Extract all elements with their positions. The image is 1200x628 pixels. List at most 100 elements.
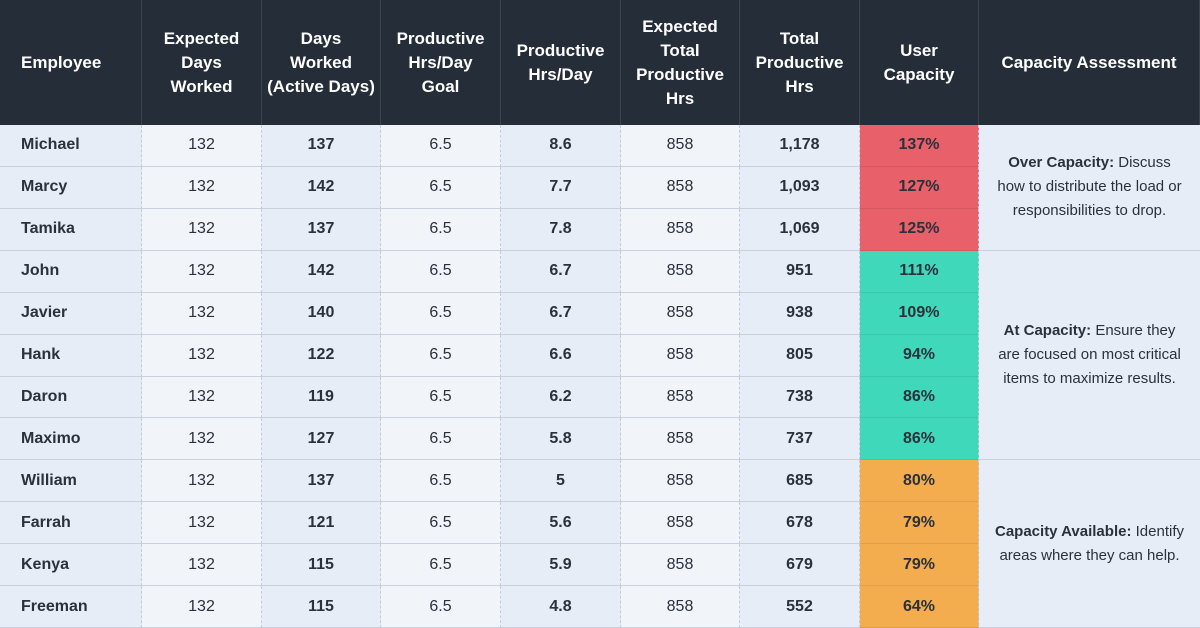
table-cell: 132 [142,502,262,545]
table-cell: 6.5 [381,586,501,628]
table-cell: 5.6 [501,502,621,545]
table-cell: 6.7 [501,292,621,335]
table-cell: 132 [142,125,262,167]
capacity-cell: 86% [860,418,979,461]
table-cell: 132 [142,208,262,251]
table-cell: 121 [262,502,381,545]
employee-name: Farrah [0,502,142,545]
column-header: Capacity Assessment [979,0,1200,125]
table-cell: 738 [740,376,860,419]
table-cell: 6.5 [381,166,501,209]
table-cell: 132 [142,544,262,587]
table-cell: 6.5 [381,208,501,251]
capacity-cell: 111% [860,250,979,293]
employee-name: Javier [0,292,142,335]
employee-name: Daron [0,376,142,419]
assessment-label: At Capacity: [1003,322,1092,340]
table-cell: 805 [740,334,860,377]
employee-name: Freeman [0,586,142,628]
table-cell: 5.8 [501,418,621,461]
table-cell: 132 [142,166,262,209]
table-cell: 858 [621,334,740,377]
table-cell: 552 [740,586,860,628]
table-cell: 132 [142,460,262,503]
employee-name: Kenya [0,544,142,587]
table-cell: 858 [621,376,740,419]
table-cell: 1,178 [740,125,860,167]
table-cell: 858 [621,166,740,209]
table-cell: 132 [142,334,262,377]
table-cell: 1,093 [740,166,860,209]
table-cell: 678 [740,502,860,545]
table-cell: 858 [621,125,740,167]
table-cell: 858 [621,586,740,628]
assessment: Capacity Available: Identify areas where… [979,460,1200,628]
table-cell: 951 [740,250,860,293]
assessment: Over Capacity: Discuss how to distribute… [979,125,1200,251]
table-cell: 132 [142,586,262,628]
table-cell: 6.5 [381,544,501,587]
table-cell: 8.6 [501,125,621,167]
assessment-description: Ensure they are focused on most critical… [998,322,1181,388]
employee-name: John [0,250,142,293]
table-cell: 5.9 [501,544,621,587]
table-cell: 6.5 [381,376,501,419]
capacity-cell: 127% [860,166,979,209]
capacity-cell: 94% [860,334,979,377]
employee-name: Tamika [0,208,142,251]
table-cell: 858 [621,250,740,293]
employee-name: Hank [0,334,142,377]
table-cell: 858 [621,418,740,461]
table-cell: 6.5 [381,460,501,503]
table-cell: 858 [621,208,740,251]
assessment-description: Discuss how to distribute the load or re… [997,154,1182,220]
table-cell: 858 [621,544,740,587]
table-cell: 137 [262,125,381,167]
table-cell: 115 [262,586,381,628]
capacity-cell: 80% [860,460,979,503]
table-cell: 685 [740,460,860,503]
column-header: Expected Days Worked [142,0,262,125]
table-cell: 132 [142,376,262,419]
employee-name: Maximo [0,418,142,461]
assessment-label: Over Capacity: [1008,154,1115,172]
column-header: Days Worked (Active Days) [262,0,381,125]
table-cell: 7.8 [501,208,621,251]
column-header: Productive Hrs/Day [501,0,621,125]
table-cell: 132 [142,250,262,293]
table-cell: 6.5 [381,250,501,293]
table-cell: 132 [142,292,262,335]
capacity-cell: 79% [860,502,979,545]
table-cell: 122 [262,334,381,377]
table-cell: 858 [621,460,740,503]
capacity-cell: 86% [860,376,979,419]
table-cell: 127 [262,418,381,461]
employee-name: Michael [0,125,142,167]
table-cell: 137 [262,460,381,503]
table-cell: 858 [621,292,740,335]
table-cell: 938 [740,292,860,335]
column-header: Total Productive Hrs [740,0,860,125]
column-header: Productive Hrs/Day Goal [381,0,501,125]
table-cell: 4.8 [501,586,621,628]
table-cell: 858 [621,502,740,545]
table-cell: 140 [262,292,381,335]
assessment-text: Capacity Available: Identify areas where… [995,520,1184,568]
table-cell: 679 [740,544,860,587]
table-cell: 132 [142,418,262,461]
column-header: User Capacity [860,0,979,125]
table-cell: 6.5 [381,418,501,461]
assessment-description: Identify areas where they can help. [999,522,1184,564]
employee-name: William [0,460,142,503]
assessment-label: Capacity Available: [995,522,1132,540]
capacity-cell: 125% [860,208,979,251]
table-cell: 6.2 [501,376,621,419]
capacity-cell: 109% [860,292,979,335]
employee-name: Marcy [0,166,142,209]
table-cell: 737 [740,418,860,461]
table-cell: 115 [262,544,381,587]
capacity-cell: 79% [860,544,979,587]
assessment-text: Over Capacity: Discuss how to distribute… [995,151,1184,223]
table-cell: 6.6 [501,334,621,377]
